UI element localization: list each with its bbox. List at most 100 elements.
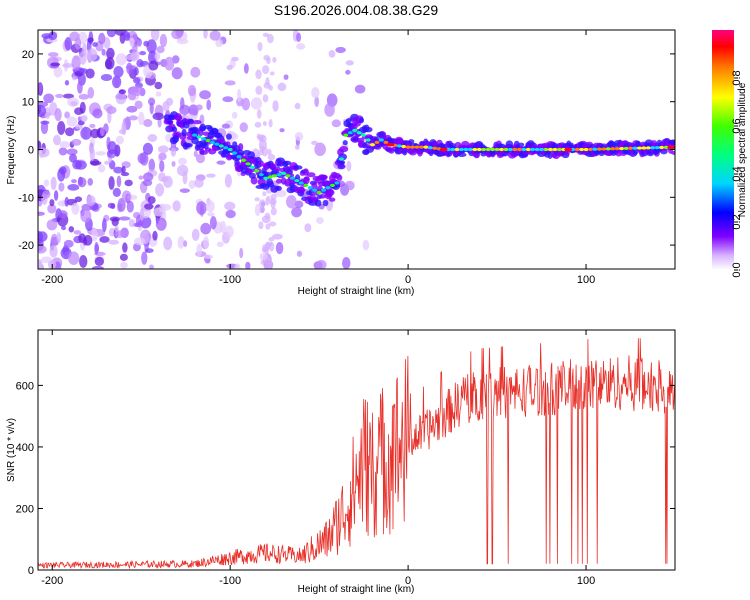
spectral-blob bbox=[336, 174, 343, 181]
spectral-blob bbox=[64, 37, 73, 51]
spectral-peak bbox=[614, 147, 620, 151]
spectral-blob bbox=[196, 243, 202, 258]
spectral-peak bbox=[285, 174, 291, 178]
spectral-blob bbox=[199, 123, 206, 131]
spectral-blob bbox=[296, 250, 303, 257]
spectral-peak bbox=[427, 146, 433, 150]
spectral-blob bbox=[124, 179, 133, 187]
spectral-blob bbox=[256, 109, 262, 119]
spectral-blob bbox=[106, 47, 115, 60]
spectral-blob bbox=[362, 239, 370, 251]
spectral-blob bbox=[275, 241, 284, 255]
spectral-blob bbox=[159, 33, 168, 48]
spectral-blob bbox=[203, 254, 214, 259]
spectral-blob bbox=[669, 139, 675, 146]
spectral-peak bbox=[418, 145, 424, 149]
spectral-blob bbox=[147, 196, 156, 205]
spectral-blob bbox=[69, 31, 80, 42]
y-tick-label: -20 bbox=[18, 240, 34, 252]
spectral-blob bbox=[154, 81, 163, 90]
spectral-blob bbox=[53, 66, 63, 78]
spectral-blob bbox=[68, 251, 80, 266]
spectral-peak bbox=[574, 147, 580, 152]
spectral-blob bbox=[226, 64, 233, 71]
colorbar-tick-label: 0.2 bbox=[731, 214, 743, 229]
spectral-blob bbox=[219, 220, 227, 234]
spectral-peak bbox=[196, 135, 202, 139]
spectral-blob bbox=[221, 123, 231, 129]
spectral-blob bbox=[133, 237, 146, 246]
y-tick-label: 600 bbox=[16, 380, 34, 392]
spectral-blob bbox=[231, 111, 238, 119]
spectral-blob bbox=[102, 218, 107, 232]
spectral-blob bbox=[194, 178, 204, 188]
spectral-blob bbox=[345, 118, 352, 123]
spectral-peak bbox=[329, 183, 335, 187]
spectral-blob bbox=[291, 206, 302, 218]
spectral-blob bbox=[283, 74, 289, 80]
spectral-blob bbox=[262, 65, 270, 75]
spectral-blob bbox=[139, 207, 145, 221]
spectral-blob bbox=[329, 197, 336, 202]
spectral-blob bbox=[139, 50, 147, 56]
spectral-peak bbox=[667, 145, 675, 150]
spectral-blob bbox=[157, 219, 164, 228]
spectral-blob bbox=[75, 124, 83, 130]
spectral-peak bbox=[623, 146, 629, 151]
y-tick-label: 0 bbox=[28, 565, 34, 577]
spectral-blob bbox=[314, 142, 326, 157]
spectral-peak bbox=[289, 176, 295, 180]
spectral-blob bbox=[268, 119, 273, 128]
spectral-peak bbox=[396, 144, 402, 148]
spectral-peak bbox=[552, 147, 558, 152]
spectral-blob bbox=[331, 119, 341, 128]
spectral-blob bbox=[257, 41, 263, 52]
spectral-blob bbox=[294, 131, 304, 141]
spectral-blob bbox=[64, 80, 70, 86]
spectral-blob bbox=[315, 259, 327, 269]
spectral-peak bbox=[423, 145, 429, 149]
spectral-blob bbox=[267, 148, 272, 156]
spectral-blob bbox=[239, 122, 248, 133]
spectral-blob bbox=[149, 102, 154, 115]
spectral-peak bbox=[503, 147, 509, 152]
spectral-blob bbox=[363, 126, 373, 133]
spectral-blob bbox=[231, 56, 239, 62]
spectral-blob bbox=[247, 157, 254, 164]
spectral-blob bbox=[283, 160, 292, 166]
spectral-blob bbox=[107, 141, 117, 155]
spectral-blob bbox=[86, 48, 98, 62]
spectral-peak bbox=[245, 162, 251, 166]
spectral-blob bbox=[346, 160, 352, 172]
spectral-peak bbox=[303, 183, 309, 187]
spectral-blob bbox=[181, 128, 187, 137]
spectral-blob bbox=[294, 102, 301, 110]
spectral-peak bbox=[663, 145, 669, 149]
spectral-peak bbox=[267, 175, 273, 179]
figure-title: S196.2026.004.08.38.G29 bbox=[274, 2, 438, 18]
spectral-peak bbox=[481, 147, 487, 152]
spectral-peak bbox=[325, 186, 331, 190]
spectral-peak bbox=[467, 147, 473, 152]
spectral-blob bbox=[47, 203, 57, 214]
spectral-blob bbox=[44, 107, 51, 119]
spectral-blob bbox=[111, 217, 119, 227]
spectral-blob bbox=[324, 102, 335, 117]
spectral-peak bbox=[601, 147, 607, 151]
y-tick-label: 20 bbox=[22, 49, 34, 61]
spectral-blob bbox=[344, 180, 355, 191]
spectral-blob bbox=[54, 93, 64, 98]
spectral-peak bbox=[298, 181, 304, 185]
spectral-peak bbox=[654, 145, 660, 150]
spectral-blob bbox=[157, 145, 169, 154]
spectral-blob bbox=[52, 134, 61, 146]
spectral-peak bbox=[458, 147, 464, 152]
spectral-blob bbox=[89, 123, 96, 128]
spectral-blob bbox=[112, 187, 121, 197]
spectral-blob bbox=[162, 100, 170, 112]
spectral-blob bbox=[120, 171, 130, 177]
spectral-blob bbox=[143, 119, 153, 127]
spectral-blob bbox=[94, 256, 105, 267]
spectral-blob bbox=[272, 56, 277, 63]
